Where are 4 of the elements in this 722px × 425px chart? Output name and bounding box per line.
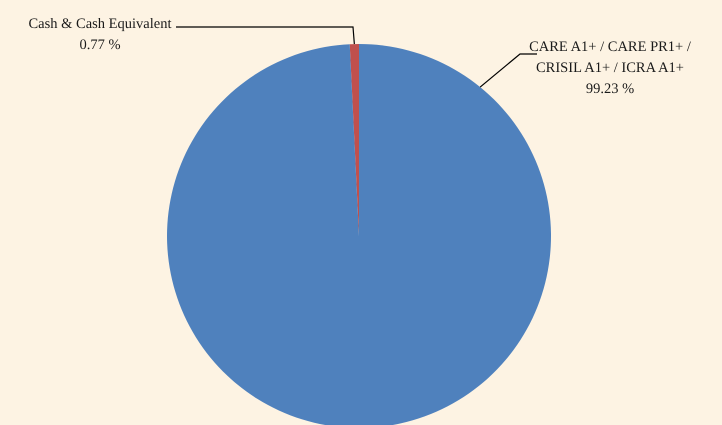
slice-label: Cash & Cash Equivalent — [28, 16, 172, 32]
slice-label: CARE A1+ / CARE PR1+ / CRISIL A1+ / ICRA A1+ — [529, 39, 692, 76]
data-label: 0.77 % — [79, 37, 121, 53]
data-label: 99.23 % — [586, 81, 634, 97]
